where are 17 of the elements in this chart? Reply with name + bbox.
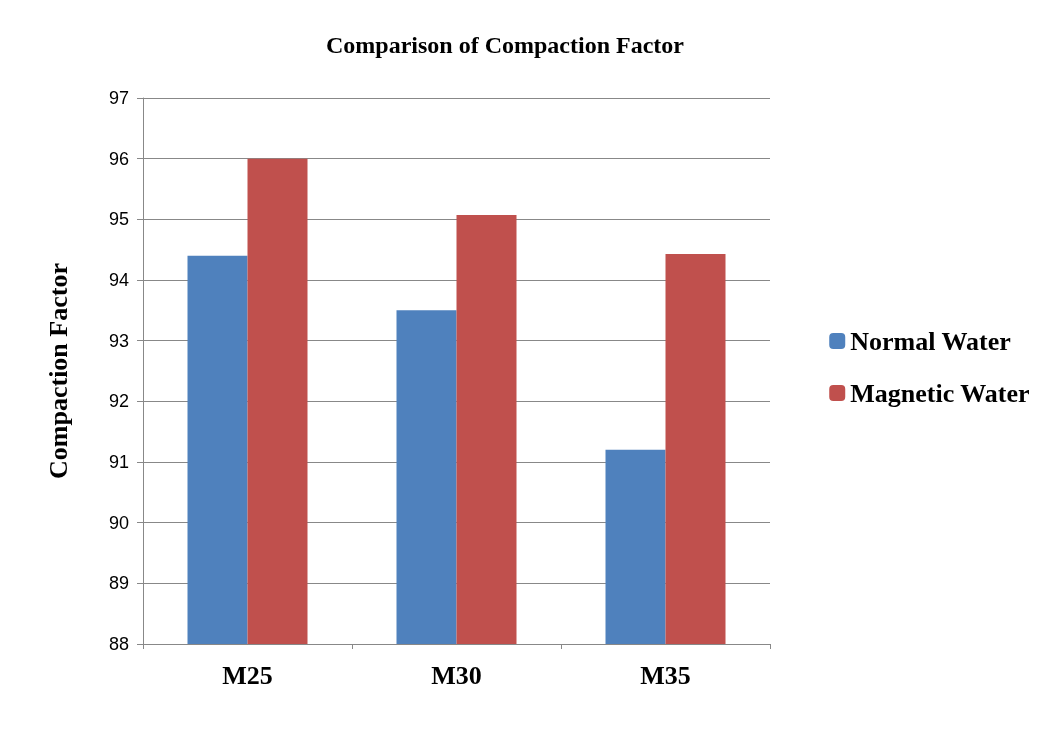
y-tick-label: 89 <box>108 573 129 594</box>
x-tick-label: M30 <box>431 660 482 690</box>
y-tick-label: 94 <box>108 270 129 290</box>
x-tick-label: M35 <box>640 660 691 690</box>
y-axis-title: Compaction Factor <box>43 263 73 479</box>
y-tick-label: 95 <box>108 209 129 230</box>
x-tick-label: M25 <box>222 660 273 690</box>
y-tick-label: 91 <box>108 452 129 472</box>
y-tick-label: 97 <box>108 88 129 108</box>
legend-label: Normal Water <box>850 326 1011 356</box>
chart-title: Comparison of Compaction Factor <box>326 32 685 58</box>
y-tick-label: 88 <box>108 634 129 654</box>
y-tick-label: 96 <box>108 148 129 169</box>
y-tick-label: 93 <box>108 330 129 351</box>
y-tick-label: 92 <box>108 391 129 412</box>
legend-label: Magnetic Water <box>850 378 1030 408</box>
y-tick-label: 90 <box>108 512 129 533</box>
